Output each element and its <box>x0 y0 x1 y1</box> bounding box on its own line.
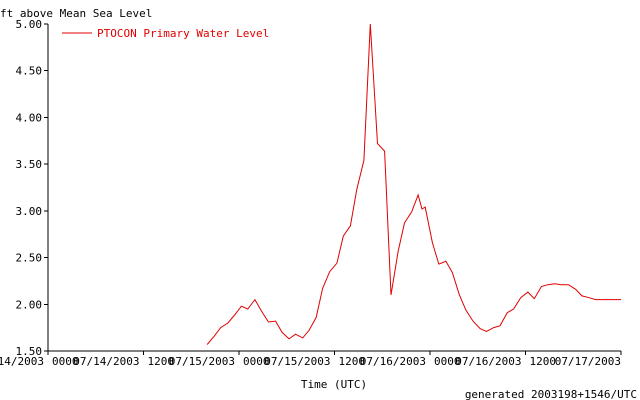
y-tick-label: 1.50 <box>16 345 43 358</box>
x-tick-group: 07/14/2003000007/14/2003120007/15/200300… <box>0 351 622 368</box>
x-tick-label: 07/16/2003 <box>455 355 521 368</box>
x-tick-label: 07/15/2003 <box>169 355 235 368</box>
x-tick-label: 07/16/2003 <box>360 355 426 368</box>
x-tick-label: 07/15/2003 <box>264 355 330 368</box>
series-line-ptocon <box>206 23 621 345</box>
x-tick-label: 07/14/2003 <box>0 355 44 368</box>
y-tick-label: 3.50 <box>16 158 43 171</box>
x-tick-label: 07/14/2003 <box>73 355 139 368</box>
y-tick-label: 3.00 <box>16 205 43 218</box>
legend-label: PTOCON Primary Water Level <box>97 27 269 40</box>
legend: PTOCON Primary Water Level <box>62 27 269 40</box>
y-tick-label: 2.50 <box>16 252 43 265</box>
x-tick-label: 0000 <box>52 355 79 368</box>
generated-timestamp: generated 2003198+1546/UTC <box>465 388 637 400</box>
x-tick-label: 1200 <box>530 355 557 368</box>
y-axis-title: ft above Mean Sea Level <box>0 7 152 20</box>
series-group <box>206 23 621 345</box>
y-tick-label: 2.00 <box>16 298 43 311</box>
y-tick-label: 4.50 <box>16 65 43 78</box>
x-tick-label: 0000 <box>243 355 270 368</box>
x-axis-title: Time (UTC) <box>301 378 367 391</box>
y-tick-group: 5.00 4.50 4.00 3.50 3.00 2.50 2.00 1.50 <box>16 18 48 358</box>
y-tick-label: 4.00 <box>16 111 43 124</box>
y-tick-label: 5.00 <box>16 18 43 31</box>
x-tick-label: 07/17/2003 <box>555 355 621 368</box>
x-tick-label: 1200 <box>339 355 366 368</box>
x-tick-label: 1200 <box>148 355 175 368</box>
x-tick-label: 0000 <box>434 355 461 368</box>
